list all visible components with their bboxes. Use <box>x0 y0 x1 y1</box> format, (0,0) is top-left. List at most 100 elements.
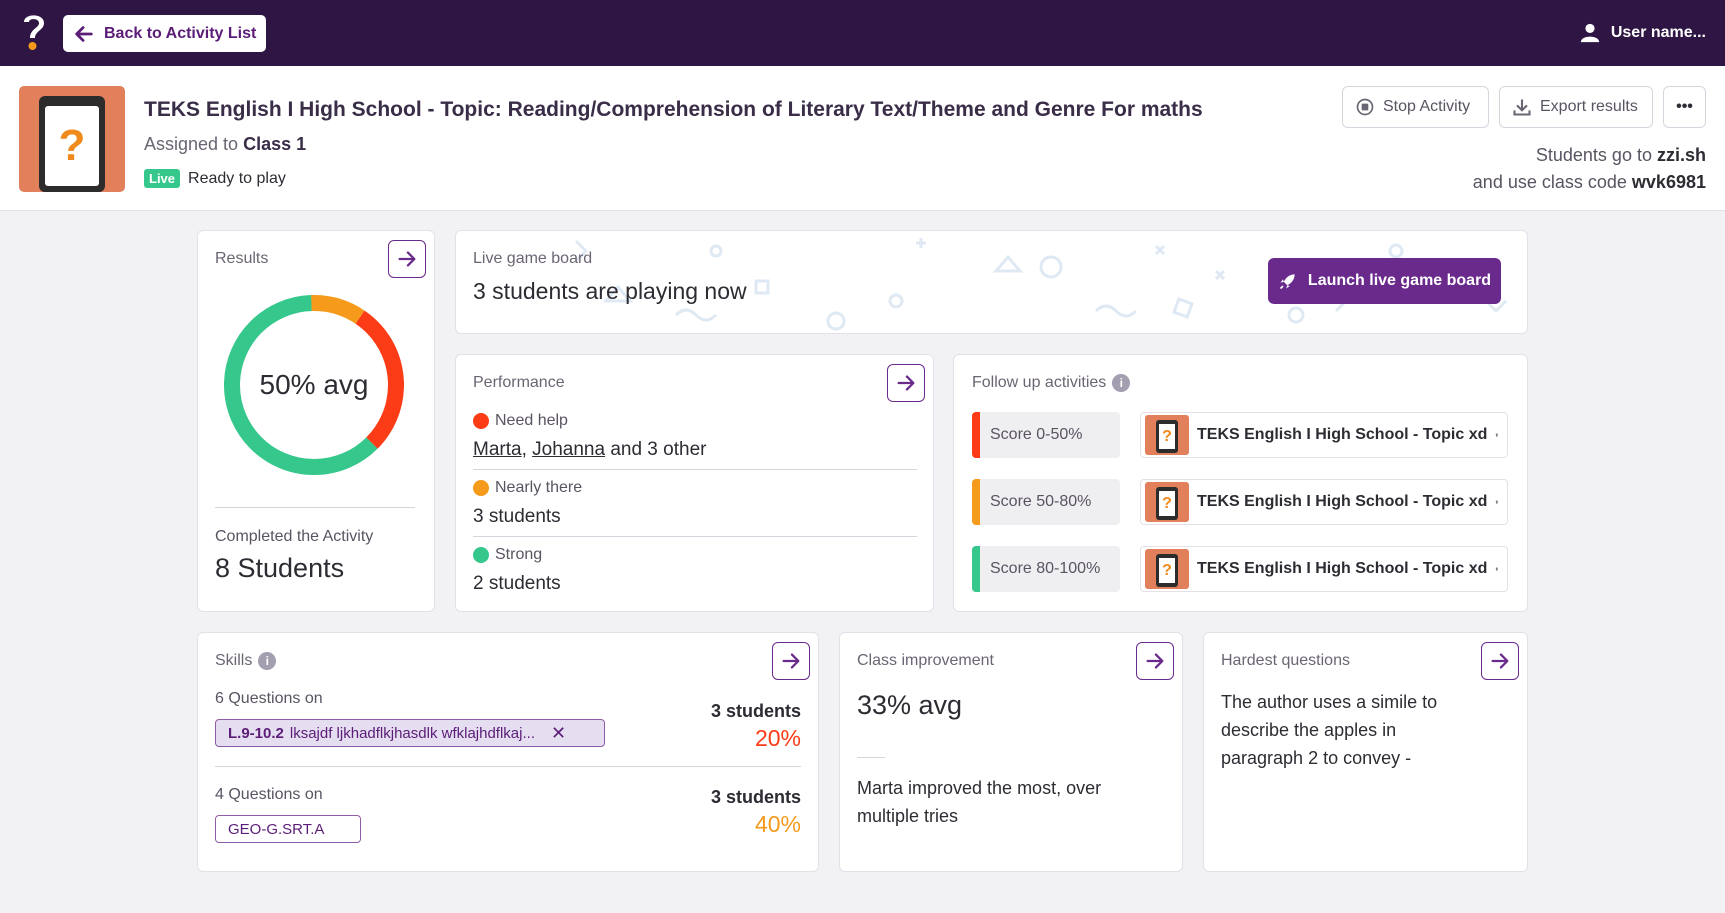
stop-activity-button[interactable]: Stop Activity <box>1342 86 1489 128</box>
activity-status: Live Ready to play <box>144 169 286 188</box>
results-avg: 50% avg <box>259 369 369 400</box>
info-icon[interactable]: i <box>1112 374 1131 392</box>
export-results-button[interactable]: Export results <box>1499 86 1653 128</box>
activity-title: TEKS English I High School - Topic: Read… <box>144 98 1203 121</box>
rocket-icon <box>1279 274 1295 290</box>
launch-live-game-board-button[interactable]: Launch live game board <box>1268 258 1501 304</box>
class-code: wvk6981 <box>1631 172 1706 192</box>
close-icon[interactable]: ✕ <box>550 722 567 743</box>
score-color-bar <box>972 546 980 592</box>
more-options-button[interactable]: ••• <box>1663 86 1706 128</box>
skill-percentage: 40% <box>754 811 801 837</box>
skill-percentage: 20% <box>754 725 801 751</box>
follow-up-score-80-100: Score 80-100% <box>972 546 1120 592</box>
orange-dot-icon <box>473 480 489 496</box>
follow-up-label: Follow up activities i <box>972 374 1131 392</box>
join-site: zzi.sh <box>1656 145 1706 165</box>
hardest-questions-card: Hardest questions The author uses a simi… <box>1203 632 1528 872</box>
info-icon[interactable]: i <box>258 652 277 670</box>
red-dot-icon <box>473 413 489 429</box>
app-logo-icon[interactable] <box>18 10 50 54</box>
arrow-right-icon <box>782 653 800 669</box>
completed-value: 8 Students <box>215 553 345 583</box>
donut-segment-nearly-there <box>224 295 404 475</box>
divider <box>215 766 801 767</box>
follow-up-score-0-50: Score 0-50% <box>972 412 1120 458</box>
class-improvement-open-button[interactable] <box>1136 642 1174 680</box>
follow-up-activity-3[interactable]: ? TEKS English I High School - Topic xd <box>1140 546 1508 592</box>
strong-value: 2 students <box>473 573 561 594</box>
nearly-there-value: 3 students <box>473 506 561 527</box>
download-icon <box>1513 99 1531 116</box>
user-menu[interactable]: User name... <box>1579 22 1706 44</box>
question-mark-icon: ? <box>45 106 99 186</box>
performance-open-button[interactable] <box>887 364 925 402</box>
student-link-marta[interactable]: Marta <box>473 439 522 460</box>
improvement-avg: 33% avg <box>857 690 963 720</box>
need-help-category: Need help <box>473 412 568 430</box>
trash-icon[interactable] <box>1495 492 1499 512</box>
performance-card: Performance Need help Marta, Johanna and… <box>455 354 934 612</box>
follow-up-score-50-80: Score 50-80% <box>972 479 1120 525</box>
back-to-activity-list-button[interactable]: Back to Activity List <box>63 15 266 52</box>
live-badge: Live <box>144 169 181 188</box>
hardest-questions-label: Hardest questions <box>1221 652 1350 669</box>
class-improvement-card: Class improvement 33% avg Marta improved… <box>839 632 1183 872</box>
results-card: Results 50% avg Completed the Activity 8… <box>197 230 435 612</box>
nearly-there-category: Nearly there <box>473 479 582 497</box>
skill-tag[interactable]: GEO-G.SRT.A <box>215 815 361 843</box>
divider <box>215 507 415 508</box>
arrow-left-icon <box>75 25 93 42</box>
back-button-label: Back to Activity List <box>104 24 257 42</box>
activity-header: ? TEKS English I High School - Topic: Re… <box>0 66 1725 211</box>
completed-label: Completed the Activity <box>215 528 374 545</box>
results-open-button[interactable] <box>388 240 426 278</box>
top-bar: Back to Activity List User name... <box>0 0 1725 66</box>
activity-thumbnail-small: ? <box>1145 415 1189 455</box>
join-instructions: Students go to zzi.sh and use class code… <box>1472 145 1706 192</box>
follow-up-activity-2[interactable]: ? TEKS English I High School - Topic xd <box>1140 479 1508 525</box>
user-icon <box>1580 23 1600 43</box>
performance-label: Performance <box>473 374 565 391</box>
trash-icon[interactable] <box>1495 425 1499 445</box>
hardest-question-text: The author uses a simile to describe the… <box>1221 692 1438 768</box>
assigned-class[interactable]: Class 1 <box>243 134 307 154</box>
skills-card: Skills i 6 Questions on L.9-10.2 lksajdf … <box>197 632 819 872</box>
score-color-bar <box>972 412 980 458</box>
donut-segment-need-help <box>224 295 404 475</box>
skill-questions-count: 6 Questions on <box>215 690 323 707</box>
skill-students: 3 students <box>710 787 801 807</box>
live-board-label: Live game board <box>473 250 593 267</box>
arrow-right-icon <box>1146 653 1164 669</box>
stop-icon <box>1356 98 1374 116</box>
strong-category: Strong <box>473 546 542 564</box>
results-label: Results <box>215 250 269 267</box>
follow-up-activities-card: Follow up activities i Score 0-50% ? TEKS… <box>953 354 1528 612</box>
skills-label: Skills i <box>215 652 277 670</box>
activity-thumbnail-small: ? <box>1145 482 1189 522</box>
skills-open-button[interactable] <box>772 642 810 680</box>
skill-tag[interactable]: L.9-10.2 lksajdf ljkhadflkjhasdlk wfklaj… <box>215 719 605 747</box>
student-link-johanna[interactable]: Johanna <box>532 439 606 460</box>
improvement-text: Marta improved the most, over multiple t… <box>857 778 1102 826</box>
activity-thumbnail: ? <box>19 86 125 192</box>
need-help-students: Marta, Johanna and 3 other <box>473 439 707 460</box>
activity-thumbnail-small: ? <box>1145 549 1189 589</box>
green-dot-icon <box>473 547 489 563</box>
skill-questions-count: 4 Questions on <box>215 786 323 803</box>
user-name: User name... <box>1610 24 1706 41</box>
hardest-questions-open-button[interactable] <box>1481 642 1519 680</box>
trash-icon[interactable] <box>1495 559 1499 579</box>
skill-students: 3 students <box>710 701 801 721</box>
arrow-right-icon <box>897 375 915 391</box>
divider <box>857 757 885 758</box>
arrow-right-icon <box>398 251 416 267</box>
status-text: Ready to play <box>188 169 286 187</box>
arrow-right-icon <box>1491 653 1509 669</box>
divider <box>473 536 917 537</box>
score-color-bar <box>972 479 980 525</box>
class-improvement-label: Class improvement <box>857 652 994 669</box>
playing-now-text: 3 students are playing now <box>473 278 747 304</box>
follow-up-activity-1[interactable]: ? TEKS English I High School - Topic xd <box>1140 412 1508 458</box>
more-icon: ••• <box>1676 98 1693 115</box>
